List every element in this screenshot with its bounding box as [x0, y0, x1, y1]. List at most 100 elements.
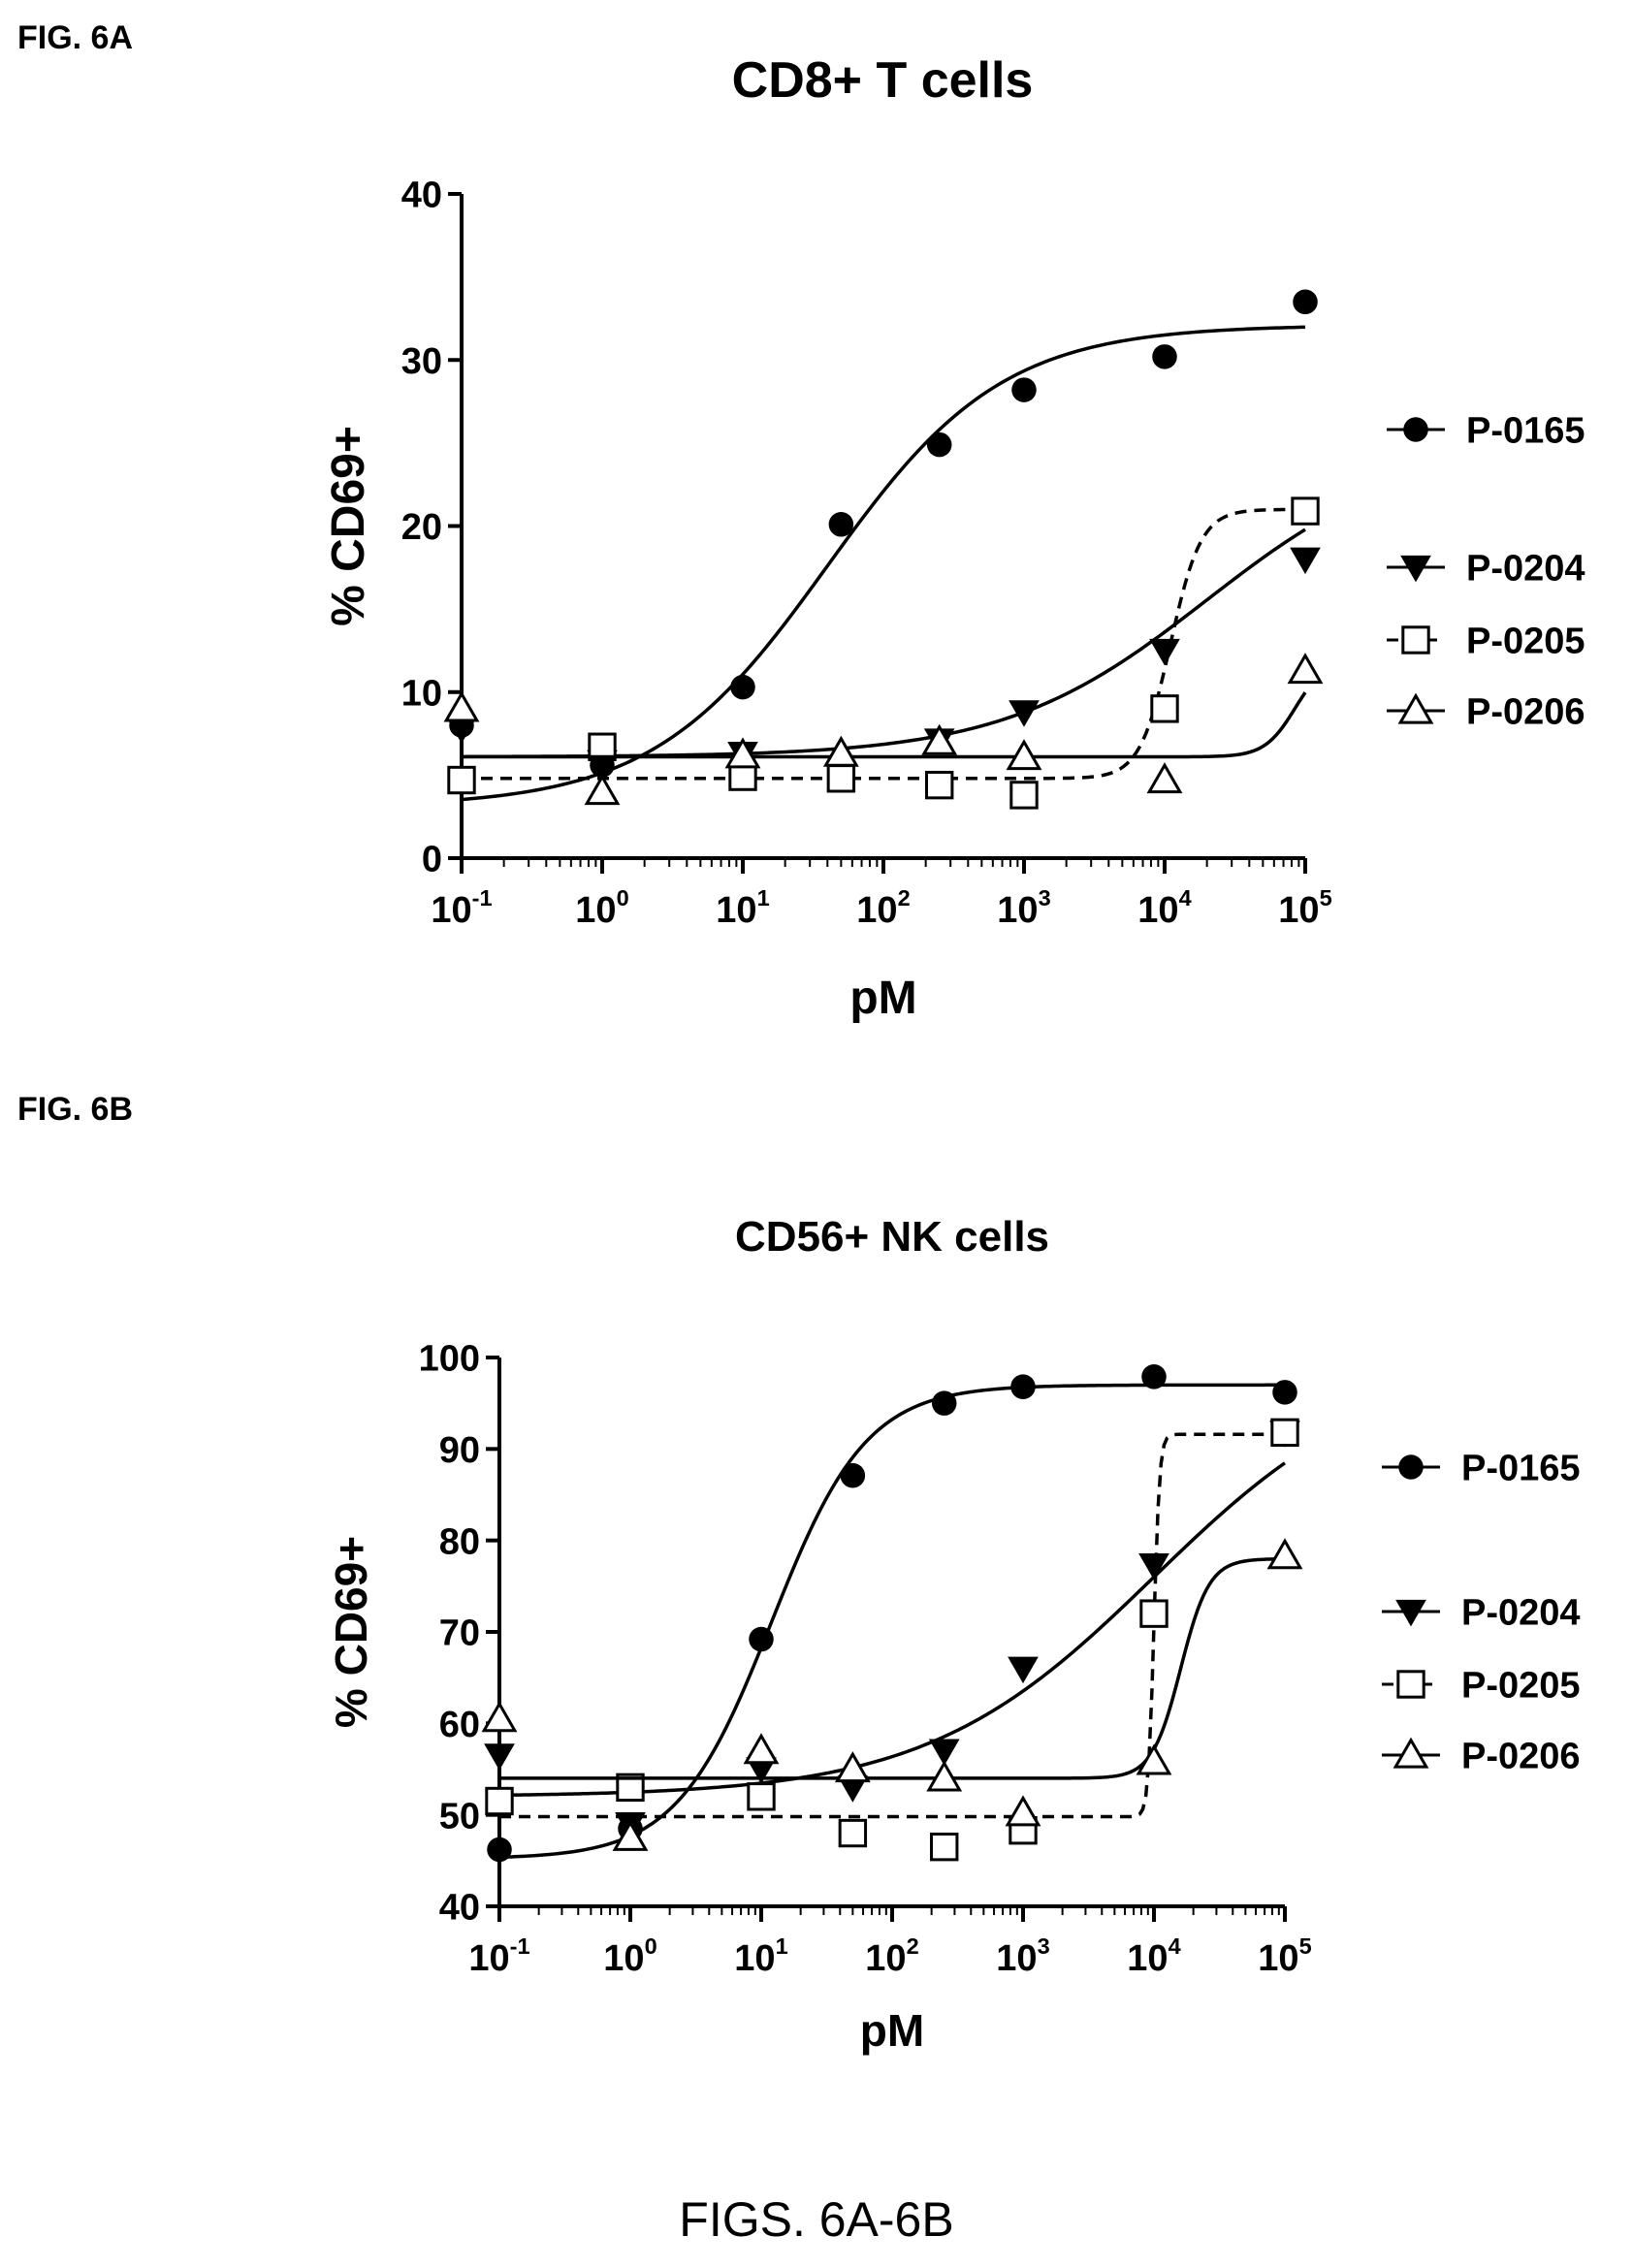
data-point-p-0204	[837, 1775, 869, 1803]
data-point-p-0204	[1149, 638, 1180, 666]
x-tick-label: 10-1	[431, 885, 492, 931]
x-tick-label: 105	[1258, 1933, 1311, 1979]
legend-marker-p-0165	[1403, 417, 1428, 442]
data-point-p-0206	[743, 1733, 780, 1765]
y-tick-label: 30	[401, 341, 442, 382]
data-point-p-0165	[1293, 289, 1318, 315]
y-tick-label: 0	[422, 840, 442, 880]
legend-label-p-0206: P-0206	[1461, 1737, 1581, 1777]
x-axis-label: pM	[860, 2005, 924, 2056]
fit-curve-p-0206	[462, 691, 1307, 759]
chart-cd56-nk-cells: CD56+ NK cells 40 50 60 70 80 90 100 10-1 100 101 1…	[326, 1213, 1581, 2056]
data-point-p-0205	[1009, 781, 1039, 810]
legend-label-p-0204: P-0204	[1461, 1593, 1581, 1634]
data-point-p-0165	[1272, 1380, 1297, 1405]
data-point-p-0204	[446, 717, 477, 744]
data-point-p-0206	[1006, 739, 1042, 771]
x-tick-label: 105	[1278, 885, 1331, 931]
legend-label-p-0165: P-0165	[1466, 411, 1585, 452]
data-point-p-0206	[584, 774, 621, 806]
figure-6a-label: FIG. 6A	[17, 19, 134, 56]
y-tick-label: 80	[439, 1521, 480, 1562]
data-point-p-0206	[443, 690, 480, 722]
y-tick-label: 40	[401, 176, 442, 216]
y-tick-label: 60	[439, 1705, 480, 1745]
legend-marker-p-0165	[1398, 1454, 1424, 1480]
data-point-p-0206	[1287, 653, 1324, 685]
fit-curve-p-0204	[498, 1461, 1287, 1798]
data-point-p-0204	[1009, 700, 1040, 727]
y-tick-label: 20	[401, 507, 442, 548]
data-point-p-0204	[746, 1757, 777, 1784]
data-point-p-0205	[930, 1832, 959, 1862]
legend-label-p-0205: P-0205	[1466, 622, 1585, 662]
data-point-p-0206	[1146, 762, 1183, 794]
legend-label-p-0205: P-0205	[1461, 1666, 1581, 1707]
legend-marker-p-0204	[1400, 555, 1431, 583]
data-point-p-0206	[822, 735, 859, 767]
x-tick-label: 103	[997, 885, 1050, 931]
y-tick-label: 90	[439, 1430, 480, 1471]
data-point-p-0205	[1270, 1418, 1299, 1448]
x-tick-label: 100	[575, 885, 628, 931]
data-point-p-0165	[1141, 1364, 1167, 1390]
x-tick-label: 102	[856, 885, 910, 931]
legend-marker-p-0204	[1395, 1599, 1426, 1627]
data-point-p-0165	[730, 674, 755, 700]
data-point-p-0165	[931, 1390, 957, 1416]
y-tick-label: 100	[419, 1339, 480, 1380]
data-point-p-0206	[1266, 1538, 1303, 1570]
data-point-p-0204	[1138, 1553, 1169, 1581]
data-point-p-0206	[1005, 1795, 1041, 1827]
x-tick-label: 103	[996, 1933, 1049, 1979]
x-tick-label: 101	[734, 1933, 787, 1979]
fit-curve-p-0206	[499, 1556, 1286, 1780]
data-point-p-0204	[1008, 1656, 1039, 1684]
data-point-p-0206	[724, 737, 761, 769]
data-point-p-0205	[826, 764, 856, 793]
y-tick-label: 40	[439, 1888, 480, 1929]
data-point-p-0165	[1152, 344, 1177, 369]
legend-label-p-0206: P-0206	[1466, 692, 1585, 733]
data-point-p-0204	[928, 1739, 960, 1767]
data-point-p-0206	[481, 1701, 518, 1733]
data-point-p-0206	[612, 1819, 649, 1851]
data-point-p-0165	[749, 1626, 774, 1652]
data-point-p-0165	[828, 512, 854, 537]
data-point-p-0206	[926, 1760, 963, 1792]
chart-title: CD56+ NK cells	[735, 1213, 1049, 1261]
chart-title: CD8+ T cells	[732, 52, 1034, 109]
x-tick-label: 104	[1137, 885, 1191, 931]
x-tick-label: 101	[716, 885, 769, 931]
fit-curve-p-0205	[499, 1432, 1285, 1819]
figure-caption: FIGS. 6A-6B	[679, 2192, 954, 2247]
legend-marker-p-0206	[1397, 692, 1434, 724]
data-point-p-0205	[1139, 1599, 1169, 1628]
x-tick-label: 104	[1127, 1933, 1180, 1979]
legend-marker-p-0205	[1396, 1670, 1425, 1699]
x-tick-label: 102	[865, 1933, 918, 1979]
legend-label-p-0165: P-0165	[1461, 1449, 1581, 1489]
data-point-p-0206	[834, 1751, 871, 1783]
data-point-p-0205	[747, 1782, 776, 1811]
figure-6b-label: FIG. 6B	[17, 1091, 134, 1128]
data-point-p-0165	[840, 1462, 866, 1488]
data-point-p-0165	[1010, 1374, 1036, 1399]
y-axis-label: % CD69+	[326, 1536, 376, 1728]
x-tick-label: 100	[603, 1933, 656, 1979]
data-point-p-0204	[484, 1743, 515, 1771]
data-point-p-0165	[1011, 377, 1037, 402]
chart-cd8-t-cells: CD8+ T cells 0 10 20 30 40 10-1 100 101 102 103 104…	[323, 52, 1585, 1024]
data-point-p-0205	[925, 770, 954, 800]
data-point-p-0204	[1290, 547, 1321, 575]
x-tick-label: 10-1	[468, 1933, 529, 1979]
legend-marker-p-0206	[1393, 1737, 1429, 1769]
y-tick-label: 70	[439, 1613, 480, 1654]
data-point-p-0165	[487, 1837, 512, 1863]
data-point-p-0205	[1150, 694, 1179, 723]
data-point-p-0165	[926, 431, 952, 458]
fit-curve-p-0165	[461, 325, 1306, 802]
legend-label-p-0204: P-0204	[1466, 549, 1585, 590]
data-point-p-0205	[838, 1818, 868, 1848]
data-point-p-0206	[1136, 1743, 1172, 1775]
